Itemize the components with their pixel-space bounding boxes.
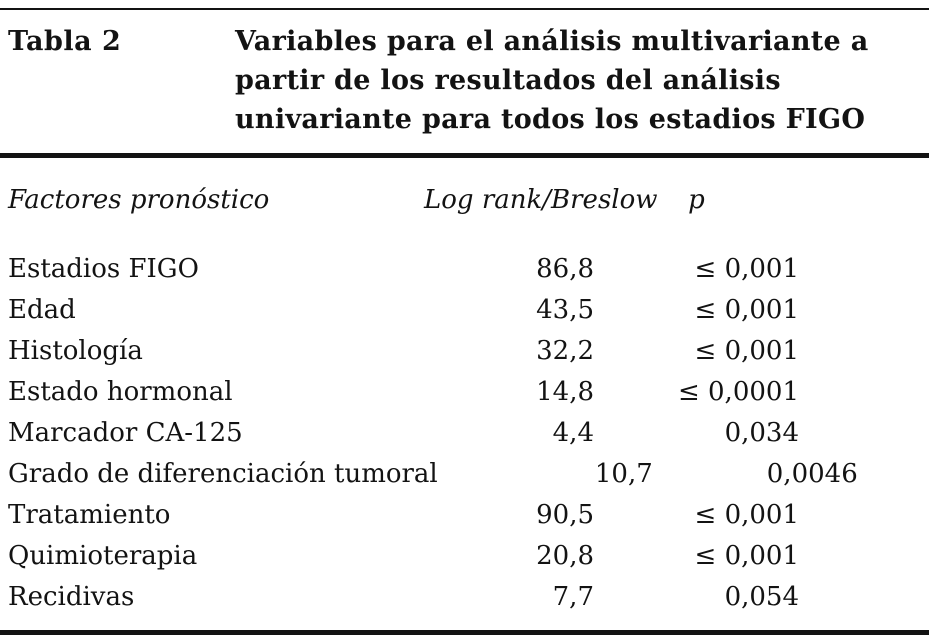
header-rule [0, 153, 929, 158]
table-row: Tratamiento 90,5 ≤ 0,001 [8, 495, 799, 536]
cell-factor: Tratamiento [8, 500, 171, 530]
cell-factor: Marcador CA-125 [8, 418, 243, 448]
cell-p: ≤ 0,001 [694, 336, 799, 366]
table-row: Marcador CA-125 4,4 0,034 [8, 413, 799, 454]
column-header-p: p [688, 185, 705, 215]
cell-log_rank: 10,7 [594, 459, 653, 489]
cell-log_rank: 90,5 [536, 500, 594, 530]
table-body: Estadios FIGO 86,8 ≤ 0,001 Edad 43,5 ≤ 0,001 H… [0, 249, 929, 618]
cell-factor: Estadios FIGO [8, 254, 199, 284]
cell-log_rank: 86,8 [536, 254, 594, 284]
table-header-row: Factores pronóstico Log rank/Breslow p [8, 180, 799, 221]
cell-p: 0,0046 [766, 459, 858, 489]
table-row: Estado hormonal 14,8 ≤ 0,0001 [8, 372, 799, 413]
cell-factor: Estado hormonal [8, 377, 233, 407]
table-title-line-3: univariante para todos los estadios FIGO [235, 104, 866, 135]
table-row: Edad 43,5 ≤ 0,001 [8, 290, 799, 331]
cell-p: ≤ 0,001 [694, 500, 799, 530]
cell-p: ≤ 0,0001 [677, 377, 799, 407]
cell-p: ≤ 0,001 [694, 541, 799, 571]
cell-factor: Histología [8, 336, 143, 366]
cell-log_rank: 14,8 [536, 377, 594, 407]
cell-p: 0,034 [724, 418, 799, 448]
table-row: Estadios FIGO 86,8 ≤ 0,001 [8, 249, 799, 290]
cell-factor: Recidivas [8, 582, 135, 612]
table-caption: Tabla 2 Variables para el análisis multi… [0, 10, 929, 153]
cell-log_rank: 20,8 [536, 541, 594, 571]
table-label: Tabla 2 [8, 26, 122, 57]
cell-log_rank: 4,4 [552, 418, 594, 448]
table-row: Recidivas 7,7 0,054 [8, 577, 799, 618]
cell-factor: Grado de diferenciación tumoral [8, 459, 438, 489]
table-title: Variables para el análisis multivariante… [235, 22, 869, 139]
column-header-log-rank-breslow: Log rank/Breslow [424, 185, 658, 215]
table-row: Grado de diferenciación tumoral 10,7 0,004… [8, 454, 858, 495]
cell-p: ≤ 0,001 [694, 295, 799, 325]
cell-log_rank: 43,5 [536, 295, 594, 325]
cell-log_rank: 7,7 [552, 582, 594, 612]
cell-log_rank: 32,2 [536, 336, 594, 366]
cell-p: ≤ 0,001 [694, 254, 799, 284]
table-row: Histología 32,2 ≤ 0,001 [8, 331, 799, 372]
cell-factor: Edad [8, 295, 76, 325]
table-title-line-1: Variables para el análisis multivariante… [235, 26, 869, 57]
bottom-rule [0, 630, 929, 635]
top-rule [0, 8, 929, 10]
table-row: Quimioterapia 20,8 ≤ 0,001 [8, 536, 799, 577]
cell-p: 0,054 [724, 582, 799, 612]
cell-factor: Quimioterapia [8, 541, 198, 571]
column-header-factores-pronostico: Factores pronóstico [8, 185, 270, 215]
table-title-line-2: partir de los resultados del análisis [235, 65, 781, 96]
